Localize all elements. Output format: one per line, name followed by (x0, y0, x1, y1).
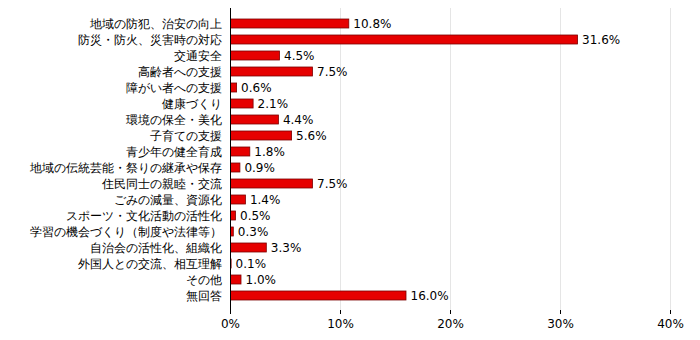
svg-text:4.4%: 4.4% (283, 113, 314, 127)
svg-text:住民同士の親睦・交流: 住民同士の親睦・交流 (101, 177, 222, 191)
svg-text:4.5%: 4.5% (284, 49, 315, 63)
svg-text:地域の防犯、治安の向上: 地域の防犯、治安の向上 (89, 17, 222, 31)
svg-text:30%: 30% (547, 317, 574, 331)
svg-text:環境の保全・美化: 環境の保全・美化 (126, 113, 222, 127)
svg-text:3.3%: 3.3% (271, 241, 302, 255)
svg-text:交通安全: 交通安全 (174, 49, 222, 63)
svg-text:地域の伝統芸能・祭りの継承や保存: 地域の伝統芸能・祭りの継承や保存 (29, 161, 222, 175)
svg-text:7.5%: 7.5% (317, 177, 348, 191)
svg-text:1.0%: 1.0% (246, 273, 277, 287)
svg-text:その他: その他 (186, 273, 222, 287)
svg-text:防災・防火、災害時の対応: 防災・防火、災害時の対応 (78, 33, 222, 47)
svg-text:障がい者への支援: 障がい者への支援 (126, 81, 222, 95)
svg-text:2.1%: 2.1% (258, 97, 289, 111)
svg-text:健康づくり: 健康づくり (162, 97, 222, 111)
svg-text:0.6%: 0.6% (241, 81, 272, 95)
svg-text:1.4%: 1.4% (250, 193, 281, 207)
svg-text:20%: 20% (437, 317, 464, 331)
svg-text:自治会の活性化、組織化: 自治会の活性化、組織化 (90, 241, 222, 255)
svg-text:1.8%: 1.8% (254, 145, 284, 159)
svg-text:7.5%: 7.5% (317, 65, 348, 79)
svg-text:5.6%: 5.6% (296, 129, 327, 143)
svg-text:0.1%: 0.1% (236, 257, 267, 271)
svg-text:16.0%: 16.0% (411, 289, 449, 303)
svg-text:10%: 10% (327, 317, 354, 331)
svg-text:無回答: 無回答 (186, 289, 222, 303)
svg-text:子育ての支援: 子育ての支援 (150, 129, 222, 143)
svg-text:高齢者への支援: 高齢者への支援 (138, 65, 222, 79)
svg-text:学習の機会づくり（制度や法律等）: 学習の機会づくり（制度や法律等） (30, 225, 222, 239)
svg-text:0.9%: 0.9% (244, 161, 275, 175)
svg-text:40%: 40% (657, 317, 684, 331)
svg-text:0%: 0% (221, 317, 240, 331)
svg-text:ごみの減量、資源化: ごみの減量、資源化 (114, 193, 222, 207)
svg-text:31.6%: 31.6% (582, 33, 620, 47)
svg-text:青少年の健全育成: 青少年の健全育成 (126, 145, 222, 159)
svg-text:0.3%: 0.3% (238, 225, 268, 239)
svg-text:10.8%: 10.8% (353, 17, 391, 31)
svg-text:スポーツ・文化活動の活性化: スポーツ・文化活動の活性化 (66, 209, 222, 223)
svg-text:0.5%: 0.5% (240, 209, 271, 223)
svg-text:外国人との交流、相互理解: 外国人との交流、相互理解 (78, 257, 222, 271)
